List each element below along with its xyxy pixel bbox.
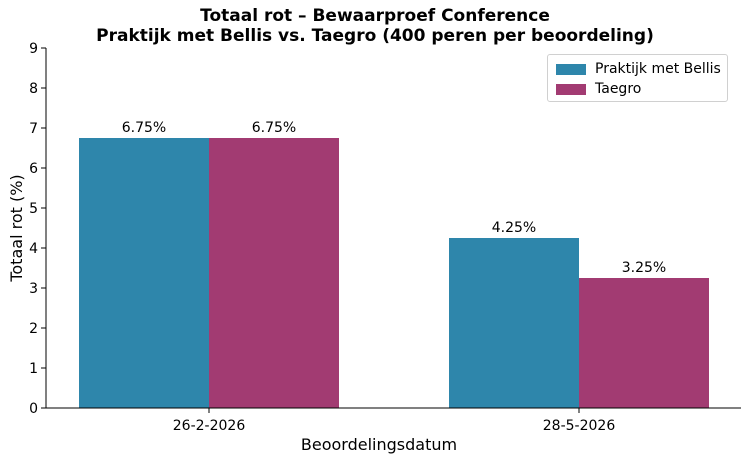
bars-group [79,138,709,408]
x-tick-label: 28-5-2026 [543,418,616,434]
legend: Praktijk met Bellis Taegro [547,54,728,102]
y-axis-label: Totaal rot (%) [7,174,26,282]
y-tick-label: 2 [29,321,38,337]
x-axis-label: Beoordelingsdatum [301,435,457,454]
chart-subtitle: Praktijk met Bellis vs. Taegro (400 pere… [96,26,654,46]
y-tick-label: 5 [29,201,38,217]
bar-value-label: 4.25% [492,220,536,236]
bar-s1-c1 [79,138,209,408]
bar-s1-c2 [449,238,579,408]
chart-title: Totaal rot – Bewaarproef Conference [200,6,550,26]
y-tick-label: 8 [29,81,38,97]
y-tick-label: 3 [29,281,38,297]
legend-label-series-1: Praktijk met Bellis [595,61,721,77]
bar-value-label: 6.75% [122,120,166,136]
y-tick-label: 1 [29,361,38,377]
y-tick-label: 4 [29,241,38,257]
legend-swatch-series-2 [556,83,586,95]
bar-s2-c1 [209,138,339,408]
bar-value-label: 6.75% [252,120,296,136]
bar-s2-c2 [579,278,709,408]
bar-labels-group: 6.75% 4.25% 6.75% 3.25% [122,120,666,276]
y-tick-label: 9 [29,41,38,57]
y-tick-label: 7 [29,121,38,137]
legend-item-series-2: Taegro [556,79,641,99]
axes-group: 0 1 2 3 4 5 6 7 8 9 26-2-2026 28-5-2026 [29,41,741,434]
legend-swatch-series-1 [556,63,586,75]
legend-item-series-1: Praktijk met Bellis [556,59,721,79]
y-tick-label: 0 [29,401,38,417]
x-tick-label: 26-2-2026 [173,418,246,434]
legend-label-series-2: Taegro [595,81,642,97]
y-tick-label: 6 [29,161,38,177]
bar-value-label: 3.25% [622,260,666,276]
